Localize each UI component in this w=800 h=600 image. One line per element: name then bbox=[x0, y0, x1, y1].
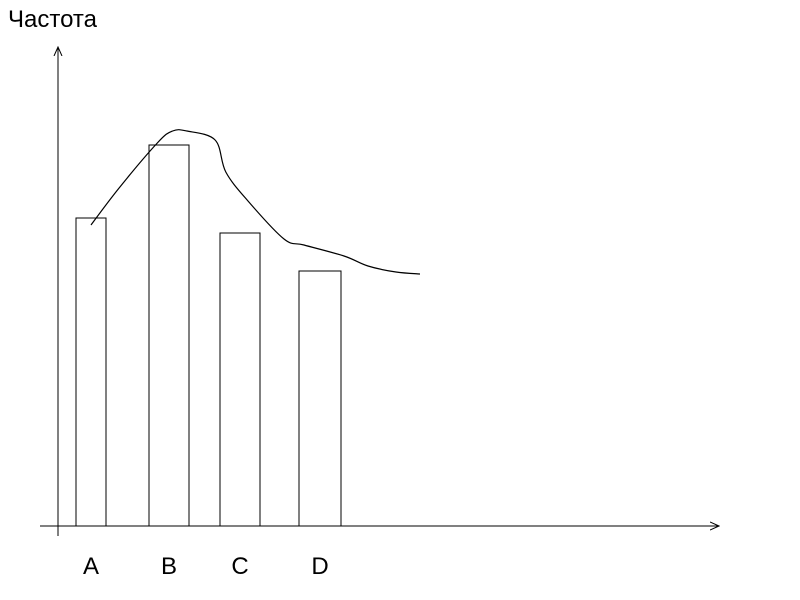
bars-group bbox=[75, 144, 342, 527]
category-label-a: A bbox=[83, 553, 99, 580]
y-axis-label: Частота bbox=[8, 6, 98, 33]
bar-b bbox=[148, 144, 190, 527]
bar-d bbox=[298, 270, 342, 527]
trend-curve bbox=[90, 129, 421, 275]
bar-c bbox=[219, 232, 261, 527]
category-label-b: B bbox=[161, 553, 177, 580]
category-label-c: C bbox=[231, 553, 248, 580]
category-labels-group: A B C D bbox=[83, 553, 329, 580]
category-label-d: D bbox=[311, 553, 328, 580]
bar-a bbox=[75, 217, 107, 527]
